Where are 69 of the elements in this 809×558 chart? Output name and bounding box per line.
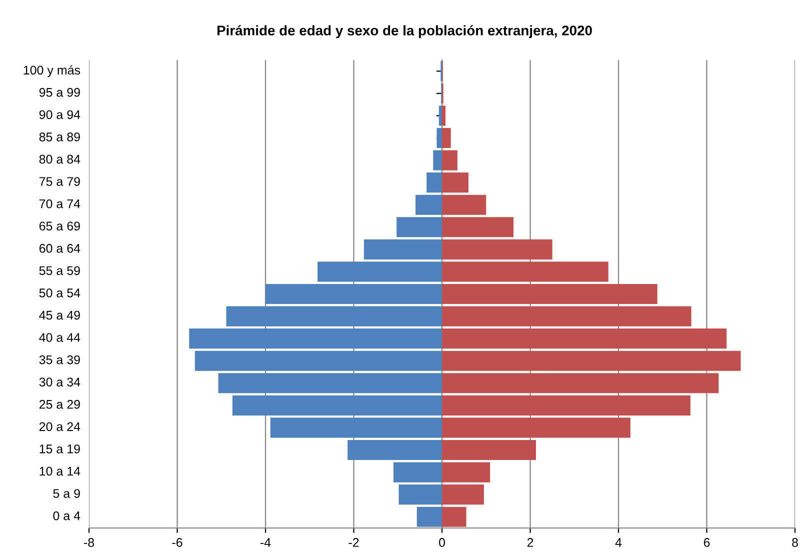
y-tick-label: 35 a 39 <box>39 355 80 364</box>
bar <box>416 506 442 527</box>
bar <box>348 440 442 460</box>
bar <box>398 484 442 505</box>
bar <box>442 284 658 304</box>
bar <box>442 262 608 282</box>
y-tick-label: 20 a 24 <box>39 422 80 432</box>
bar <box>426 172 442 193</box>
y-tick-label: 75 a 79 <box>39 177 80 186</box>
bar <box>189 328 442 349</box>
bar <box>266 284 442 304</box>
y-tick-label: 70 a 74 <box>39 199 80 208</box>
bar <box>442 306 692 326</box>
x-tick-label: -6 <box>172 538 182 547</box>
bar <box>442 418 630 438</box>
y-tick-label: 90 a 94 <box>39 110 80 120</box>
y-tick-label: 60 a 64 <box>39 244 80 253</box>
bar <box>442 328 727 349</box>
x-tick-label: 8 <box>792 538 798 547</box>
bar <box>393 462 442 482</box>
bar <box>436 128 442 148</box>
bar <box>442 462 490 482</box>
bar <box>442 373 719 394</box>
y-tick-label: 65 a 69 <box>39 222 80 230</box>
bar <box>270 418 442 438</box>
y-tick-label: 25 a 29 <box>39 400 80 409</box>
bar <box>318 262 442 282</box>
bar <box>442 217 514 238</box>
x-tick-label: 4 <box>615 538 622 547</box>
y-tick-label: 100 y más <box>24 65 80 78</box>
y-tick-label: 40 a 44 <box>39 333 80 342</box>
y-tick-label: 85 a 89 <box>39 132 80 142</box>
y-tick-label: 0 a 4 <box>53 511 80 520</box>
y-tick-label: 95 a 99 <box>39 88 80 97</box>
bar <box>364 239 442 260</box>
bar <box>218 373 442 394</box>
bar <box>226 306 442 326</box>
y-tick-label: 80 a 84 <box>39 154 80 164</box>
bar <box>194 350 442 371</box>
y-tick-label: 5 a 9 <box>53 489 80 498</box>
bar <box>442 106 446 126</box>
x-tick-label: -4 <box>260 538 271 547</box>
bar <box>442 506 466 527</box>
bar <box>442 350 741 371</box>
bar <box>442 239 552 260</box>
bar <box>438 106 442 126</box>
bar <box>396 217 442 238</box>
x-tick-label: -2 <box>348 538 359 547</box>
bar <box>442 194 486 215</box>
x-tick-label: 0 <box>439 538 445 547</box>
bar <box>442 150 458 170</box>
bar <box>433 150 442 170</box>
y-tick-label: 45 a 49 <box>39 310 80 320</box>
x-tick-label: 6 <box>704 538 710 547</box>
bar <box>442 484 484 505</box>
x-tick-label: -8 <box>84 538 94 547</box>
bar <box>442 128 451 148</box>
bar <box>442 395 690 416</box>
y-tick-label: 50 a 54 <box>39 288 80 298</box>
x-tick-label: 2 <box>527 538 534 547</box>
bar <box>416 194 442 215</box>
y-tick-label: 30 a 34 <box>39 378 80 386</box>
y-tick-label: 10 a 14 <box>40 466 80 476</box>
bar <box>232 395 442 416</box>
chart-title: Pirámide de edad y sexo de la población extranjera, 2020 <box>217 25 592 38</box>
bar <box>442 172 468 193</box>
bar <box>442 440 536 460</box>
y-tick-label: 55 a 59 <box>39 266 80 276</box>
y-tick-label: 15 a 19 <box>40 444 80 454</box>
